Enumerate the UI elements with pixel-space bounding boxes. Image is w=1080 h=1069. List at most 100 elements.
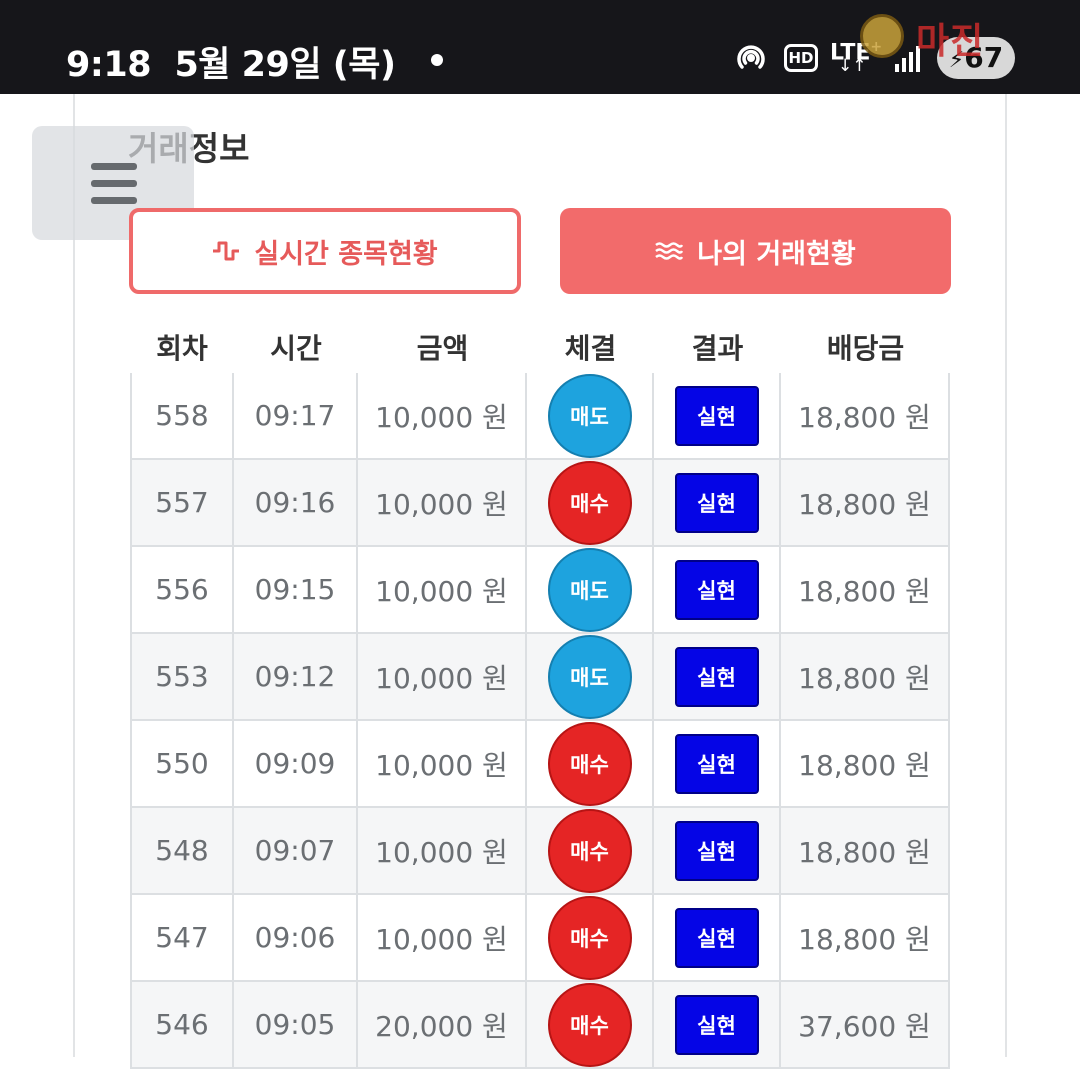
header-trade: 체결	[564, 332, 617, 365]
menu-button[interactable]	[32, 126, 194, 240]
cell-time: 09:06	[234, 895, 358, 980]
cell-payout: 18,800 원	[781, 721, 950, 806]
sell-badge: 매도	[547, 634, 632, 719]
header-amount: 금액	[416, 332, 469, 365]
hamburger-icon	[91, 163, 137, 170]
result-badge: 실현	[674, 472, 759, 533]
cell-amount: 10,000 원	[358, 721, 527, 806]
cell-time: 09:15	[234, 547, 358, 632]
cell-time: 09:05	[234, 982, 358, 1067]
cell-trade: 매도	[527, 634, 654, 719]
watermark-seal-icon	[860, 14, 904, 58]
realtime-status-button[interactable]: 실시간 종목현황	[129, 208, 521, 294]
sell-badge: 매도	[547, 547, 632, 632]
cell-amount: 10,000 원	[358, 634, 527, 719]
cell-trade: 매수	[527, 808, 654, 893]
cell-time: 09:12	[234, 634, 358, 719]
cell-trade: 매수	[527, 982, 654, 1067]
cell-amount: 10,000 원	[358, 895, 527, 980]
table-row: 558 09:17 10,000 원 매도 실현 18,800 원	[130, 373, 950, 460]
cell-round: 557	[130, 460, 234, 545]
cell-trade: 매수	[527, 460, 654, 545]
cell-result: 실현	[654, 460, 781, 545]
cell-amount: 10,000 원	[358, 460, 527, 545]
battery-indicator: ⚡67	[937, 37, 1015, 79]
signal-strength-icon	[895, 46, 920, 72]
cell-result: 실현	[654, 721, 781, 806]
cell-amount: 20,000 원	[358, 982, 527, 1067]
result-badge: 실현	[674, 907, 759, 968]
hotspot-icon	[737, 45, 765, 69]
sell-badge: 매도	[547, 373, 632, 458]
watermark-logo: 마진	[836, 10, 1072, 62]
table-row: 550 09:09 10,000 원 매수 실현 18,800 원	[130, 721, 950, 808]
result-badge: 실현	[674, 385, 759, 446]
result-badge: 실현	[674, 820, 759, 881]
cell-amount: 10,000 원	[358, 373, 527, 458]
buy-badge: 매수	[547, 460, 632, 545]
result-badge: 실현	[674, 559, 759, 620]
cell-round: 550	[130, 721, 234, 806]
header-time: 시간	[270, 332, 322, 365]
cell-time: 09:17	[234, 373, 358, 458]
charging-bolt-icon: ⚡	[948, 48, 965, 73]
cell-amount: 10,000 원	[358, 547, 527, 632]
table-row: 548 09:07 10,000 원 매수 실현 18,800 원	[130, 808, 950, 895]
cell-payout: 18,800 원	[781, 895, 950, 980]
cell-trade: 매도	[527, 547, 654, 632]
buy-badge: 매수	[547, 982, 632, 1067]
table-row: 546 09:05 20,000 원 매수 실현 37,600 원	[130, 982, 950, 1069]
cell-amount: 10,000 원	[358, 808, 527, 893]
cell-round: 547	[130, 895, 234, 980]
buy-badge: 매수	[547, 895, 632, 980]
cell-result: 실현	[654, 808, 781, 893]
cell-time: 09:16	[234, 460, 358, 545]
result-badge: 실현	[674, 733, 759, 794]
my-trades-button[interactable]: 나의 거래현황	[560, 208, 951, 294]
header-payout: 배당금	[826, 332, 905, 365]
cell-payout: 18,800 원	[781, 547, 950, 632]
cell-result: 실현	[654, 373, 781, 458]
cell-round: 546	[130, 982, 234, 1067]
table-row: 547 09:06 10,000 원 매수 실현 18,800 원	[130, 895, 950, 982]
buy-badge: 매수	[547, 721, 632, 806]
cell-result: 실현	[654, 895, 781, 980]
header-round: 회차	[156, 332, 208, 365]
cell-payout: 18,800 원	[781, 808, 950, 893]
cell-round: 556	[130, 547, 234, 632]
result-badge: 실현	[674, 994, 759, 1055]
cell-time: 09:07	[234, 808, 358, 893]
cell-trade: 매도	[527, 373, 654, 458]
result-badge: 실현	[674, 646, 759, 707]
my-trades-label: 나의 거래현황	[697, 238, 856, 270]
pulse-icon	[213, 241, 240, 261]
cell-result: 실현	[654, 634, 781, 719]
table-row: 556 09:15 10,000 원 매도 실현 18,800 원	[130, 547, 950, 634]
cell-round: 553	[130, 634, 234, 719]
status-time: 9:18 5월 29일 (목)	[66, 45, 396, 85]
cell-payout: 37,600 원	[781, 982, 950, 1067]
cell-trade: 매수	[527, 721, 654, 806]
cell-result: 실현	[654, 547, 781, 632]
header-result: 결과	[691, 332, 744, 365]
hamburger-icon-bar	[91, 180, 137, 187]
table-header: 회차 시간 금액 체결 결과 배당금	[130, 325, 950, 373]
cell-payout: 18,800 원	[781, 460, 950, 545]
hamburger-icon-bar	[91, 197, 137, 204]
realtime-status-label: 실시간 종목현황	[254, 238, 438, 270]
cell-payout: 18,800 원	[781, 634, 950, 719]
data-arrows-icon: ↓↑	[838, 56, 867, 76]
hd-voice-icon: HD	[784, 44, 818, 72]
buy-badge: 매수	[547, 808, 632, 893]
cell-payout: 18,800 원	[781, 373, 950, 458]
cell-round: 558	[130, 373, 234, 458]
status-date: 5월 29일 (목)	[174, 45, 396, 85]
status-bar: 9:18 5월 29일 (목) HD LTE+ ↓↑ ⚡67 마진	[0, 0, 1080, 94]
waves-icon	[655, 242, 684, 260]
table-row: 553 09:12 10,000 원 매도 실현 18,800 원	[130, 634, 950, 721]
cell-time: 09:09	[234, 721, 358, 806]
cell-result: 실현	[654, 982, 781, 1067]
cell-trade: 매수	[527, 895, 654, 980]
cell-round: 548	[130, 808, 234, 893]
notification-dot	[431, 54, 443, 66]
